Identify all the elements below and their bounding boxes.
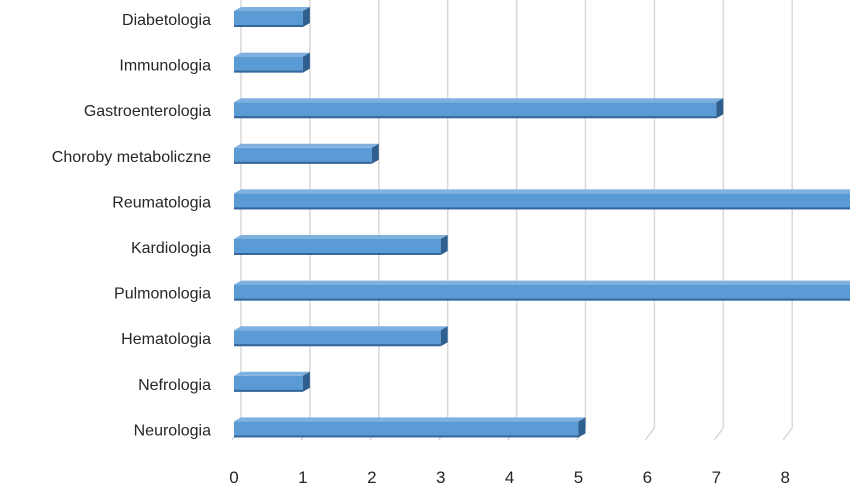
bar-top <box>234 98 724 103</box>
bar-side <box>302 52 310 73</box>
bar-top <box>234 326 448 331</box>
gridline-floor <box>782 427 793 441</box>
bar-bottom-edge <box>234 25 303 27</box>
bar-bottom-edge <box>234 161 372 164</box>
bar <box>234 280 850 301</box>
bar-top <box>234 189 850 194</box>
bar <box>234 98 724 119</box>
x-tick-label: 8 <box>780 468 789 487</box>
bar-top <box>234 143 379 148</box>
bar-front <box>234 102 717 119</box>
x-tick-label: 2 <box>367 468 376 487</box>
gridline-floor <box>644 427 655 441</box>
bars <box>234 7 850 438</box>
bar-top <box>234 235 448 239</box>
bar-front <box>234 11 303 27</box>
x-tick-label: 0 <box>229 468 238 487</box>
gridlines <box>231 0 793 441</box>
x-tick-label: 3 <box>436 468 445 487</box>
x-tick-label: 1 <box>298 468 307 487</box>
bar-front <box>234 375 303 392</box>
bar-front <box>234 239 441 255</box>
bar <box>234 7 310 27</box>
gridline-floor <box>713 427 724 441</box>
category-label: Hematologia <box>121 331 211 348</box>
bar-bottom-edge <box>234 116 717 119</box>
category-label: Diabetologia <box>122 12 211 29</box>
bar-bottom-edge <box>234 389 303 392</box>
bar-bottom-edge <box>234 435 579 438</box>
category-label: Nefrologia <box>138 377 211 394</box>
category-label: Reumatologia <box>112 194 211 211</box>
category-label: Neurologia <box>134 422 211 439</box>
category-label: Choroby metaboliczne <box>52 149 211 166</box>
bar-bottom-edge <box>234 70 303 73</box>
bar-side <box>716 98 724 119</box>
category-label: Kardiologia <box>131 240 211 257</box>
category-label: Gastroenterologia <box>84 103 211 120</box>
bar <box>234 326 448 347</box>
bar <box>234 189 850 210</box>
bar-side <box>302 371 310 392</box>
x-tick-label: 5 <box>574 468 583 487</box>
category-label: Pulmonologia <box>114 286 211 303</box>
bar-bottom-edge <box>234 298 850 301</box>
bar-side <box>440 326 448 347</box>
bar-side <box>578 417 586 438</box>
bar-top <box>234 417 586 422</box>
bar-bottom-edge <box>234 207 850 210</box>
bar <box>234 371 310 392</box>
bar-side <box>302 7 310 27</box>
category-labels: Diabetologia Immunologia Gastroenterologia… <box>52 12 211 439</box>
bar-front <box>234 147 372 164</box>
category-label: Immunologia <box>119 58 211 75</box>
bar <box>234 143 379 164</box>
bar-bottom-edge <box>234 344 441 347</box>
bar-top <box>234 7 310 11</box>
x-tick-labels: 0123456789 <box>229 468 850 487</box>
bar-top <box>234 371 310 376</box>
x-tick-label: 7 <box>712 468 721 487</box>
bar-front <box>234 330 441 347</box>
bar-top <box>234 280 850 285</box>
bar-bottom-edge <box>234 253 441 255</box>
x-tick-label: 6 <box>643 468 652 487</box>
bar-front <box>234 284 850 301</box>
bar-front <box>234 193 850 210</box>
bar-front <box>234 421 579 438</box>
bar <box>234 52 310 73</box>
bar-top <box>234 52 310 57</box>
bar-front <box>234 56 303 73</box>
bar <box>234 417 586 438</box>
x-tick-label: 4 <box>505 468 514 487</box>
bar <box>234 235 448 255</box>
bar-side <box>371 143 379 164</box>
bar-side <box>440 235 448 255</box>
